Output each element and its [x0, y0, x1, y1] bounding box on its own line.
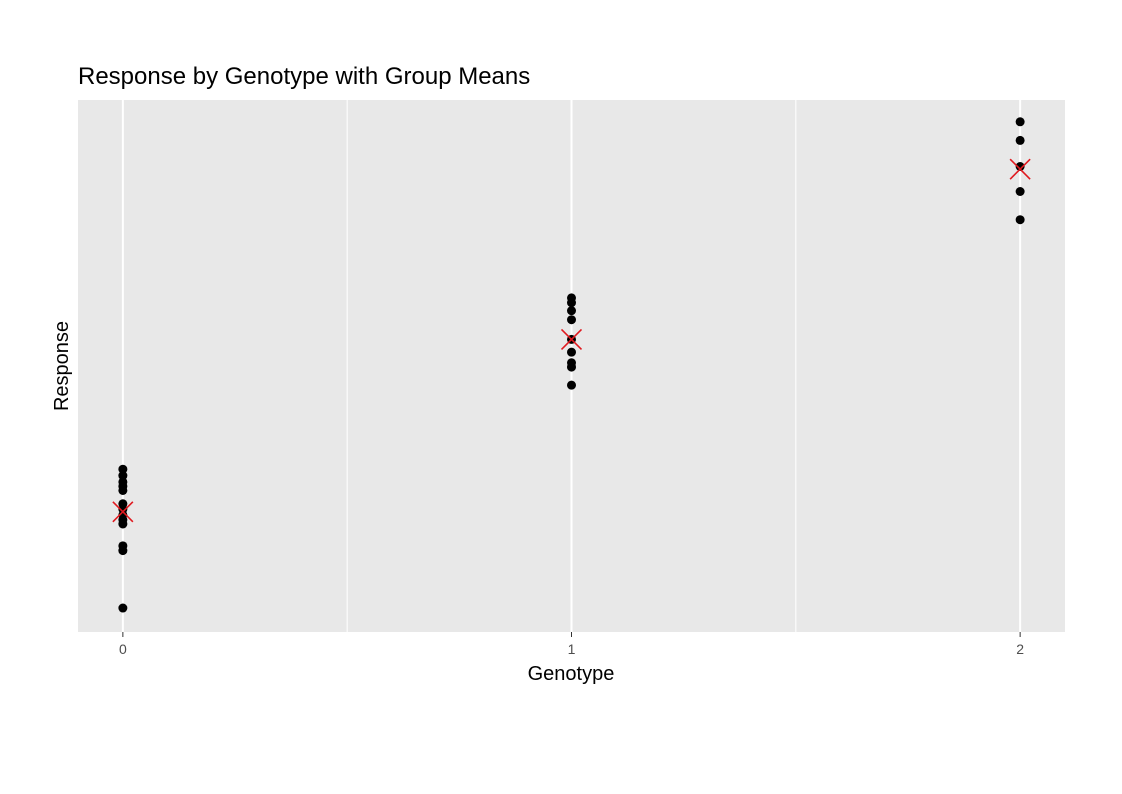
- data-point: [567, 298, 576, 308]
- data-point: [118, 519, 128, 529]
- data-points: [118, 117, 1025, 613]
- data-point: [1015, 215, 1025, 225]
- data-point: [1015, 117, 1025, 127]
- data-point: [1015, 187, 1025, 197]
- data-point: [567, 306, 576, 316]
- data-point: [567, 315, 576, 325]
- data-point: [1015, 135, 1025, 145]
- data-point: [567, 380, 576, 390]
- chart-title: Response by Genotype with Group Means: [78, 63, 530, 90]
- group-mean-marker: [1009, 158, 1031, 180]
- data-point: [118, 546, 128, 556]
- x-tick-label: 1: [568, 641, 576, 657]
- data-point: [118, 485, 128, 495]
- x-axis-ticks: 0 1 2: [119, 632, 1024, 657]
- group-mean-marker: [560, 328, 583, 350]
- group-mean-marker: [112, 501, 134, 523]
- data-point: [118, 464, 128, 474]
- x-axis-label: Genotype: [528, 663, 615, 685]
- x-tick-label: 2: [1016, 641, 1024, 657]
- data-point: [567, 347, 576, 357]
- data-point: [1015, 162, 1025, 171]
- data-point: [118, 603, 128, 613]
- group-means: [112, 158, 1031, 523]
- y-axis-label: Response: [51, 321, 73, 411]
- x-tick-label: 0: [119, 641, 127, 657]
- data-point: [118, 471, 128, 481]
- data-point: [567, 362, 576, 372]
